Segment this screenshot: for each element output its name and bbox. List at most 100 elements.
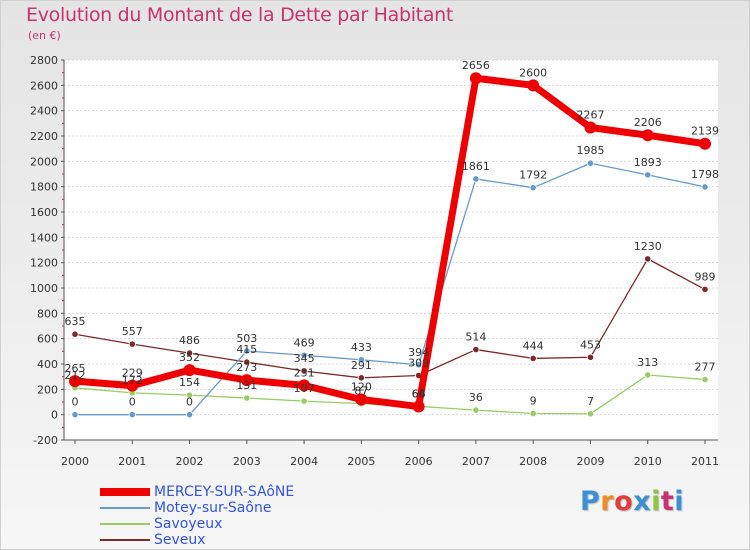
data-label: 36: [469, 391, 483, 404]
legend-label: Savoyeux: [154, 516, 223, 532]
legend-swatch: [100, 488, 150, 496]
data-point: [185, 391, 194, 399]
data-label: 231: [294, 366, 315, 379]
data-point: [472, 406, 480, 414]
y-tick-label: 1400: [30, 231, 58, 244]
data-label: 229: [122, 367, 143, 380]
data-label: 273: [236, 361, 257, 374]
data-label: 2206: [634, 116, 662, 129]
data-label: 557: [122, 325, 143, 338]
x-tick-label: 2006: [405, 455, 433, 468]
data-label: 444: [523, 339, 544, 352]
legend-swatch: [100, 539, 150, 541]
data-label: 277: [695, 361, 716, 374]
data-point: [412, 400, 425, 413]
y-tick-label: 2400: [30, 105, 58, 118]
logo-letter: o: [614, 486, 634, 517]
y-tick-label: 2200: [30, 130, 58, 143]
data-label: 2656: [462, 59, 490, 72]
data-point: [185, 411, 194, 419]
data-point: [300, 397, 308, 405]
plot-area: [64, 60, 718, 440]
data-label: 87: [354, 385, 368, 398]
data-point: [701, 285, 709, 293]
chart-title: Evolution du Montant de la Dette par Hab…: [26, 4, 454, 26]
data-label: 514: [465, 331, 486, 344]
y-tick-label: 2600: [30, 79, 58, 92]
data-point: [644, 371, 652, 379]
data-point: [586, 410, 595, 418]
data-label: 0: [72, 396, 79, 409]
data-label: 7: [587, 395, 594, 408]
x-tick-label: 2010: [634, 455, 662, 468]
data-label: 352: [179, 351, 200, 364]
series-line: [74, 162, 706, 416]
data-point: [183, 364, 196, 377]
data-point: [185, 349, 194, 357]
data-label: 1230: [634, 240, 662, 253]
data-point: [240, 374, 253, 387]
data-point: [701, 183, 709, 191]
series-line: [74, 258, 706, 379]
data-label: 120: [351, 380, 372, 393]
x-tick-label: 2004: [290, 455, 318, 468]
chart-legend: MERCEY-SUR-SAôNE Motey-sur-Saône Savoyeux S…: [100, 484, 294, 548]
data-point: [529, 184, 537, 192]
proxiti-logo: Proxiti: [580, 486, 684, 517]
series-line: [71, 74, 709, 411]
data-label: 107: [294, 382, 315, 395]
y-tick-label: 1800: [30, 181, 58, 194]
data-label: 154: [179, 376, 200, 389]
x-tick-label: 2009: [576, 455, 604, 468]
data-point: [644, 255, 652, 263]
data-label: 1893: [634, 156, 662, 169]
legend-swatch: [100, 507, 150, 509]
data-point: [71, 330, 79, 338]
legend-swatch: [100, 523, 150, 525]
data-label: 415: [236, 343, 257, 356]
x-tick-label: 2003: [233, 455, 261, 468]
data-point: [527, 79, 540, 92]
y-tick-label: 1000: [30, 282, 58, 295]
logo-letter: t: [660, 486, 675, 517]
y-tick-label: 2800: [30, 54, 58, 67]
data-label: 433: [351, 341, 372, 354]
data-point: [586, 353, 595, 361]
legend-item: Motey-sur-Saône: [100, 500, 294, 516]
data-label: 486: [179, 334, 200, 347]
y-tick-label: 800: [37, 307, 58, 320]
data-label: 989: [695, 270, 716, 283]
data-point: [415, 361, 423, 369]
data-label: 309: [408, 357, 429, 370]
x-tick-label: 2007: [462, 455, 490, 468]
y-tick-label: 0: [51, 409, 58, 422]
data-point: [644, 171, 652, 179]
data-point: [472, 175, 480, 183]
data-label: 1792: [519, 169, 547, 182]
y-tick-label: 200: [37, 383, 58, 396]
data-point: [128, 411, 136, 419]
data-label: 503: [236, 332, 257, 345]
data-point: [641, 129, 654, 142]
data-label: 265: [65, 362, 86, 375]
y-tick-label: -200: [33, 434, 58, 447]
legend-item: Seveux: [100, 532, 294, 548]
data-label: 64: [412, 388, 426, 401]
y-tick-label: 1200: [30, 257, 58, 270]
data-point: [355, 393, 368, 406]
data-label: 172: [122, 374, 143, 387]
logo-letter: P: [580, 486, 601, 517]
y-tick-label: 2000: [30, 155, 58, 168]
data-point: [529, 354, 537, 363]
x-tick-label: 2008: [519, 455, 547, 468]
data-label: 345: [294, 352, 315, 365]
data-point: [128, 340, 136, 348]
data-point: [298, 379, 311, 392]
data-point: [243, 394, 251, 402]
data-label: 453: [580, 338, 601, 351]
data-label: 313: [637, 356, 658, 369]
data-label: 1861: [462, 160, 490, 173]
legend-label: Motey-sur-Saône: [154, 500, 272, 516]
data-point: [300, 351, 308, 359]
